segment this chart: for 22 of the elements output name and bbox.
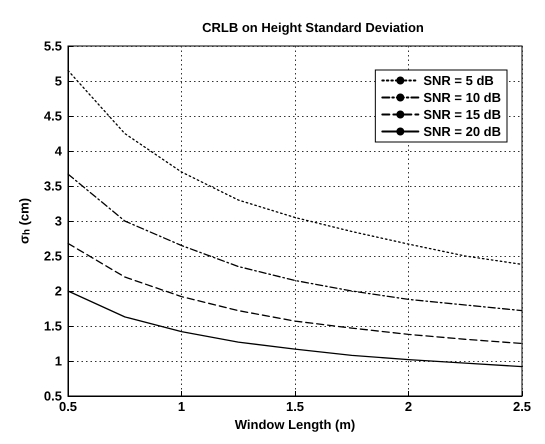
- y-tick-label: 2.5: [44, 248, 62, 264]
- y-tick-label: 2: [54, 284, 62, 298]
- y-tick-label: 3: [54, 214, 62, 228]
- legend-label: SNR = 5 dB: [423, 73, 494, 88]
- y-tick-label: 0.5: [44, 388, 62, 404]
- y-tick-label: 4: [54, 144, 63, 158]
- x-tick-label: 1: [178, 399, 186, 414]
- y-tick-label: 1.5: [44, 318, 62, 334]
- y-tick-label: 5.5: [44, 38, 62, 54]
- x-tick-label: 2: [404, 399, 412, 414]
- y-axis-title: σh (cm): [16, 198, 32, 244]
- x-tick-label: 1.5: [286, 399, 304, 414]
- y-tick-label: 3.5: [44, 178, 62, 194]
- x-axis-title: Window Length (m): [234, 416, 356, 432]
- y-tick-label: 1: [54, 354, 62, 368]
- chart-title: CRLB on Height Standard Deviation: [202, 20, 424, 35]
- legend-label: SNR = 10 dB: [423, 90, 502, 105]
- x-tick-label: 2.5: [512, 399, 532, 414]
- legend-label: SNR = 20 dB: [423, 124, 502, 139]
- y-tick-label: 5: [54, 74, 62, 88]
- y-tick-label: 4.5: [44, 108, 62, 124]
- legend-label: SNR = 15 dB: [423, 107, 502, 122]
